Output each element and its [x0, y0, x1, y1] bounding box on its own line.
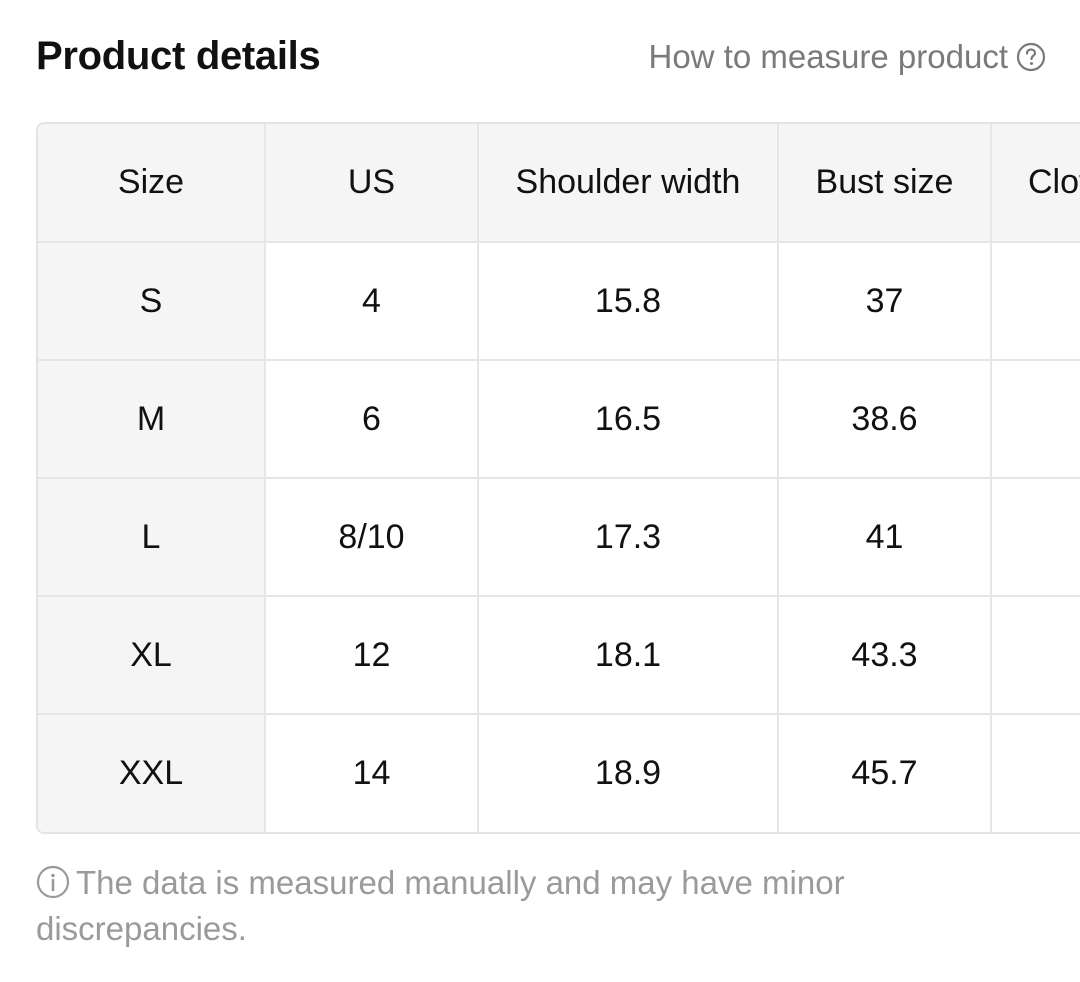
column-header-us: US: [265, 124, 479, 243]
size-cell: L: [38, 478, 266, 597]
bust-size-cell: 41: [778, 478, 992, 597]
measurement-disclaimer: The data is measured manually and may ha…: [36, 860, 916, 952]
table-row: XL 12 18.1 43.3: [38, 596, 1080, 715]
clothing-length-cell: [991, 596, 1080, 715]
us-size-cell: 12: [265, 596, 479, 715]
disclaimer-text: The data is measured manually and may ha…: [36, 864, 845, 947]
size-chart-table: Size US Shoulder width Bust size Clot S …: [38, 124, 1080, 832]
size-cell: M: [38, 360, 266, 479]
shoulder-width-cell: 18.1: [478, 596, 779, 715]
size-cell: XXL: [38, 714, 266, 832]
table-row: L 8/10 17.3 41: [38, 478, 1080, 597]
clothing-length-cell: [991, 478, 1080, 597]
column-header-size: Size: [38, 124, 266, 243]
column-header-bust-size: Bust size: [778, 124, 992, 243]
us-size-cell: 14: [265, 714, 479, 832]
size-cell: S: [38, 242, 266, 361]
question-circle-icon: [1016, 42, 1046, 72]
shoulder-width-cell: 15.8: [478, 242, 779, 361]
column-header-clothing-length: Clot: [991, 124, 1080, 243]
info-circle-icon: [36, 865, 70, 899]
clothing-length-cell: [991, 714, 1080, 832]
us-size-cell: 4: [265, 242, 479, 361]
clothing-length-cell: [991, 360, 1080, 479]
how-to-measure-link[interactable]: How to measure product: [648, 38, 1046, 76]
how-to-measure-label: How to measure product: [648, 38, 1008, 75]
table-header-row: Size US Shoulder width Bust size Clot: [38, 124, 1080, 243]
us-size-cell: 8/10: [265, 478, 479, 597]
us-size-cell: 6: [265, 360, 479, 479]
clothing-length-cell: [991, 242, 1080, 361]
page-title: Product details: [36, 34, 321, 78]
table-row: XXL 14 18.9 45.7: [38, 714, 1080, 832]
size-chart-table-container[interactable]: Size US Shoulder width Bust size Clot S …: [36, 122, 1080, 834]
bust-size-cell: 37: [778, 242, 992, 361]
table-row: M 6 16.5 38.6: [38, 360, 1080, 479]
shoulder-width-cell: 16.5: [478, 360, 779, 479]
shoulder-width-cell: 18.9: [478, 714, 779, 832]
bust-size-cell: 43.3: [778, 596, 992, 715]
bust-size-cell: 45.7: [778, 714, 992, 832]
shoulder-width-cell: 17.3: [478, 478, 779, 597]
bust-size-cell: 38.6: [778, 360, 992, 479]
size-cell: XL: [38, 596, 266, 715]
table-row: S 4 15.8 37: [38, 242, 1080, 361]
product-details-header: Product details How to measure product: [36, 28, 1046, 88]
column-header-shoulder-width: Shoulder width: [478, 124, 779, 243]
